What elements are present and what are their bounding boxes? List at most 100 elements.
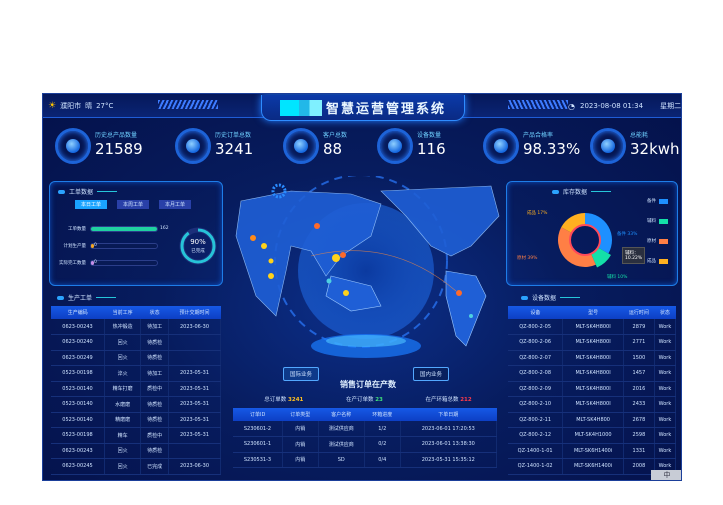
column-header[interactable]: 状态 xyxy=(654,306,676,319)
table-row[interactable]: QZ-800-2-10 MLT-SK4H800I 2433 Work xyxy=(508,396,677,413)
donut-slice xyxy=(591,247,611,268)
weekday: 星期二 xyxy=(660,102,682,110)
table-row[interactable]: QZ-800-2-11 MLT-SK4H800 2678 Work xyxy=(508,412,677,428)
table-cell: MLT-SK4H1000 xyxy=(562,427,624,444)
column-header[interactable]: 状态 xyxy=(140,306,169,319)
table-row[interactable]: QZ-1400-1-01 MLT-SK6H1400i 1331 Work xyxy=(508,443,677,459)
column-header[interactable]: 订单ID xyxy=(233,408,283,421)
table-cell: 精磨磨 xyxy=(104,412,142,428)
tab-today[interactable]: 本日工单 xyxy=(75,200,107,209)
equipment-table: 设备 型号 运行时间 状态 QZ-800-2-05 MLT-SK4H800I 2879 Wor… xyxy=(508,306,677,475)
table-cell xyxy=(168,350,221,366)
progress-bar xyxy=(90,226,158,232)
table-cell: Work xyxy=(654,319,677,335)
table-row[interactable]: 0523-00140 精磨磨 待质检 2023-05-31 xyxy=(51,412,221,428)
table-cell: 2023-06-30 xyxy=(168,458,221,475)
column-header[interactable]: 生产编码 xyxy=(51,306,105,319)
table-row[interactable]: 0623-00245 回火 已完成 2023-06-30 xyxy=(51,458,221,475)
table-cell: 热冲锻造 xyxy=(104,319,142,335)
kpi-pass-rate: 产品合格率 98.33% xyxy=(483,126,593,168)
table-row[interactable]: S230601-2 内销 测试供应商 1/2 2023-06-01 17:20:53 xyxy=(233,421,498,437)
column-header[interactable]: 设备 xyxy=(508,306,563,319)
table-row[interactable]: S230531-3 内销 SD 0/4 2023-05-31 15:35:12 xyxy=(233,452,498,468)
table-row[interactable]: 0523-00140 精车打磨 质检中 2023-05-31 xyxy=(51,381,221,397)
table-row[interactable]: QZ-1400-1-02 MLT-SK6H1400i 2008 Work xyxy=(508,458,677,475)
table-row[interactable]: 0523-00140 水磨磨 待质检 2023-05-31 xyxy=(51,396,221,413)
table-row[interactable]: 0623-00243 热冲锻造 待加工 2023-06-30 xyxy=(51,319,221,335)
table-cell: 待质检 xyxy=(140,396,169,413)
table-cell: 2023-05-31 xyxy=(168,427,221,444)
inventory-panel: 库存数据 成品 17% 备件 33% 原材 39% 辅料 10% 辅料： 10.2… xyxy=(506,181,678,286)
table-cell: 0523-00140 xyxy=(51,381,105,397)
table-row[interactable]: 0523-00198 精车 质检中 2023-05-31 xyxy=(51,427,221,444)
international-business-button[interactable]: 国际业务 xyxy=(283,367,320,381)
table-row[interactable]: 0623-00249 回火 待质检 xyxy=(51,350,221,366)
inventory-donut xyxy=(558,213,612,268)
table-row[interactable]: QZ-800-2-06 MLT-SK4H800I 2771 Work xyxy=(508,334,677,351)
table-cell: Work xyxy=(654,350,677,366)
ring-label: 已完成 xyxy=(191,249,205,254)
tab-month[interactable]: 本月工单 xyxy=(159,200,191,209)
column-header[interactable]: 型号 xyxy=(562,306,624,319)
table-row[interactable]: 0523-00198 淬火 待加工 2023-05-31 xyxy=(51,365,221,382)
column-header[interactable]: 订单类型 xyxy=(282,408,319,421)
column-header[interactable]: 当前工序 xyxy=(104,306,141,319)
city: 濮阳市 xyxy=(60,102,82,110)
legend-item[interactable]: 成品 xyxy=(647,258,668,264)
table-row[interactable]: S230601-1 内销 测试供应商 0/2 2023-06-01 13:38:30 xyxy=(233,436,498,453)
column-header[interactable]: 下单日期 xyxy=(400,408,497,421)
tab-week[interactable]: 本周工单 xyxy=(117,200,149,209)
table-cell: QZ-1400-1-01 xyxy=(508,443,564,459)
legend-item[interactable]: 辅料 xyxy=(647,218,668,224)
table-cell: S230531-3 xyxy=(233,452,283,468)
table-cell: 0623-00245 xyxy=(51,458,105,475)
table-cell: 0523-00140 xyxy=(51,412,105,428)
table-row[interactable]: 0623-00243 回火 待质检 xyxy=(51,443,221,459)
kpi-label: 历史订单总数 xyxy=(215,132,252,139)
table-cell: Work xyxy=(654,334,677,351)
map-markers xyxy=(250,223,473,318)
table-row[interactable]: 0623-00240 回火 待质检 xyxy=(51,334,221,351)
column-header[interactable]: 运行时间 xyxy=(623,306,655,319)
kpi-icon xyxy=(175,128,211,164)
kpi-icon xyxy=(283,128,319,164)
stat-total: 总订单数 3241 xyxy=(264,397,304,403)
domestic-business-button[interactable]: 国内业务 xyxy=(413,367,450,381)
table-row[interactable]: QZ-800-2-05 MLT-SK4H800I 2879 Work xyxy=(508,319,677,335)
bar-label: 实际完工数量 xyxy=(59,261,86,266)
table-cell: 测试供应商 xyxy=(318,436,365,453)
table-cell: MLT-SK4H800 xyxy=(562,412,624,428)
column-header[interactable]: 预计交期时间 xyxy=(168,306,221,319)
sun-icon: ☀ xyxy=(48,101,57,111)
table-cell: QZ-800-2-06 xyxy=(508,334,564,351)
table-cell: MLT-SK6H1400i xyxy=(562,443,624,459)
kpi-value: 21589 xyxy=(95,140,143,158)
ime-badge[interactable]: 中 xyxy=(651,470,681,480)
world-map[interactable] xyxy=(231,174,503,366)
column-header[interactable]: 客户名称 xyxy=(318,408,365,421)
table-row[interactable]: QZ-800-2-07 MLT-SK4H800I 1500 Work xyxy=(508,350,677,366)
table-cell: MLT-SK4H800I xyxy=(562,334,624,351)
table-cell: MLT-SK6H1400i xyxy=(562,458,624,475)
table-cell: MLT-SK4H800I xyxy=(562,396,624,413)
table-cell: 精车 xyxy=(104,427,142,444)
donut-tooltip: 辅料： 10.22% xyxy=(622,247,646,264)
table-header: 生产编码 当前工序 状态 预计交期时间 xyxy=(51,306,221,319)
legend-item[interactable]: 备件 xyxy=(647,198,668,204)
kpi-energy: 总能耗 32kwh xyxy=(590,126,681,168)
table-cell: 内销 xyxy=(282,421,319,437)
bar-label: 工单数量 xyxy=(68,227,86,232)
table-cell: 2016 xyxy=(623,381,655,397)
table-cell: 回火 xyxy=(104,458,142,475)
table-cell: MLT-SK4H800I xyxy=(562,350,624,366)
table-cell: 2678 xyxy=(623,412,655,428)
progress-bar xyxy=(90,260,158,266)
table-row[interactable]: QZ-800-2-12 MLT-SK4H1000 2598 Work xyxy=(508,427,677,444)
column-header[interactable]: 环箱进度 xyxy=(364,408,401,421)
legend-item[interactable]: 原材 xyxy=(647,238,668,244)
table-row[interactable]: QZ-800-2-08 MLT-SK4H800I 1457 Work xyxy=(508,365,677,382)
table-row[interactable]: QZ-800-2-09 MLT-SK4H800I 2016 Work xyxy=(508,381,677,397)
table-cell: 2023-05-31 xyxy=(168,381,221,397)
table-cell: Work xyxy=(654,443,677,459)
table-cell: 0623-00240 xyxy=(51,334,105,351)
